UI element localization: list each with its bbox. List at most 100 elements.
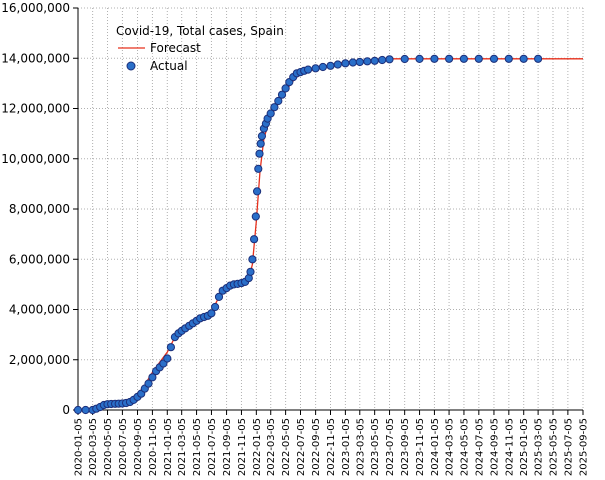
x-tick-label: 2022-03-05 [266, 418, 277, 476]
x-tick-label: 2023-09-05 [400, 418, 411, 476]
actual-point [148, 373, 157, 382]
x-tick-label: 2021-05-05 [192, 418, 203, 476]
y-tick-label: 10,000,000 [1, 152, 70, 166]
actual-point [534, 54, 543, 63]
x-tick-label: 2021-03-05 [177, 418, 188, 476]
actual-point [270, 103, 279, 112]
actual-point [256, 139, 265, 148]
y-tick-label: 16,000,000 [1, 1, 70, 15]
y-tick-label: 8,000,000 [9, 202, 70, 216]
actual-point [355, 57, 364, 67]
actual-point [459, 54, 468, 63]
x-tick-label: 2022-05-05 [281, 418, 292, 476]
actual-point [253, 187, 262, 196]
x-tick-label: 2024-09-05 [489, 418, 500, 476]
y-axis-ticks: 0 2,000,000 4,000,000 6,000,000 8,000,000 10,… [1, 1, 78, 417]
actual-point [474, 54, 483, 63]
x-tick-label: 2025-07-05 [563, 418, 574, 476]
actual-point [73, 405, 83, 415]
x-tick-label: 2020-01-05 [74, 418, 85, 476]
actual-point [318, 62, 327, 72]
x-tick-label: 2021-09-05 [222, 418, 233, 476]
x-tick-label: 2022-07-05 [296, 418, 307, 476]
actual-point [489, 54, 499, 63]
actual-point [326, 61, 335, 70]
x-tick-label: 2022-11-05 [326, 418, 337, 476]
actual-point [211, 302, 220, 312]
legend-forecast-label: Forecast [150, 41, 201, 55]
y-tick-label: 6,000,000 [9, 252, 70, 266]
actual-point [257, 132, 266, 141]
actual-series [73, 54, 543, 415]
x-tick-label: 2023-03-05 [355, 418, 366, 476]
actual-point [348, 58, 357, 67]
legend-actual-marker [126, 61, 136, 71]
legend: Covid-19, Total cases, Spain Forecast Ac… [116, 24, 284, 73]
actual-point [385, 55, 394, 64]
actual-point [81, 405, 90, 415]
actual-point [445, 54, 454, 63]
actual-point [144, 379, 153, 388]
x-tick-label: 2020-09-05 [133, 418, 144, 476]
x-tick-label: 2021-07-05 [207, 418, 218, 476]
x-tick-label: 2025-09-05 [579, 418, 590, 476]
actual-point [166, 343, 175, 352]
x-tick-label: 2024-03-05 [445, 418, 456, 476]
x-tick-label: 2020-05-05 [103, 418, 114, 476]
y-tick-label: 0 [62, 403, 70, 417]
actual-point [311, 64, 320, 73]
x-tick-label: 2020-11-05 [148, 418, 159, 476]
x-tick-label: 2025-01-05 [519, 418, 530, 476]
chart-title: Covid-19, Total cases, Spain [116, 24, 284, 38]
actual-point [255, 149, 264, 158]
y-tick-label: 2,000,000 [9, 353, 70, 367]
actual-point [363, 57, 372, 66]
x-tick-label: 2023-11-05 [415, 418, 426, 476]
actual-point [415, 54, 424, 64]
x-tick-label: 2023-07-05 [385, 418, 396, 476]
actual-point [277, 90, 287, 99]
x-tick-label: 2023-01-05 [341, 418, 352, 476]
actual-point [304, 65, 313, 74]
actual-point [214, 292, 224, 301]
x-tick-label: 2025-03-05 [534, 418, 545, 476]
actual-point [251, 212, 260, 221]
x-tick-label: 2024-01-05 [430, 418, 441, 476]
actual-point [248, 255, 257, 264]
actual-point [370, 56, 379, 65]
y-tick-label: 4,000,000 [9, 303, 70, 317]
actual-point [430, 54, 439, 63]
x-tick-label: 2021-11-05 [237, 418, 248, 476]
x-tick-label: 2022-09-05 [311, 418, 322, 476]
actual-point [400, 54, 409, 64]
x-tick-label: 2024-11-05 [504, 418, 515, 476]
actual-point [378, 55, 387, 65]
actual-point [281, 84, 290, 93]
actual-point [333, 60, 342, 69]
x-tick-label: 2023-05-05 [370, 418, 381, 476]
x-tick-label: 2021-01-05 [163, 418, 174, 476]
actual-point [246, 267, 255, 276]
actual-point [519, 54, 528, 63]
x-tick-label: 2022-01-05 [252, 418, 263, 476]
y-tick-label: 14,000,000 [1, 51, 70, 65]
x-tick-label: 2020-07-05 [118, 418, 129, 476]
actual-point [254, 164, 263, 173]
x-axis-ticks: 2020-01-05 2020-03-05 2020-05-05 2020-07-05… [74, 410, 590, 476]
legend-actual-label: Actual [150, 59, 188, 73]
forecast-line [78, 58, 583, 411]
actual-point [163, 354, 172, 363]
actual-point [274, 96, 283, 106]
forecast-series [78, 58, 583, 411]
actual-point [250, 235, 259, 244]
actual-point [266, 109, 275, 118]
x-tick-label: 2020-03-05 [88, 418, 99, 476]
actual-point [504, 54, 513, 63]
x-tick-label: 2025-05-05 [548, 418, 559, 476]
actual-point [341, 59, 350, 68]
actual-point [207, 309, 216, 318]
x-tick-label: 2024-07-05 [474, 418, 485, 476]
x-tick-label: 2024-05-05 [459, 418, 470, 476]
y-tick-label: 12,000,000 [1, 102, 70, 116]
